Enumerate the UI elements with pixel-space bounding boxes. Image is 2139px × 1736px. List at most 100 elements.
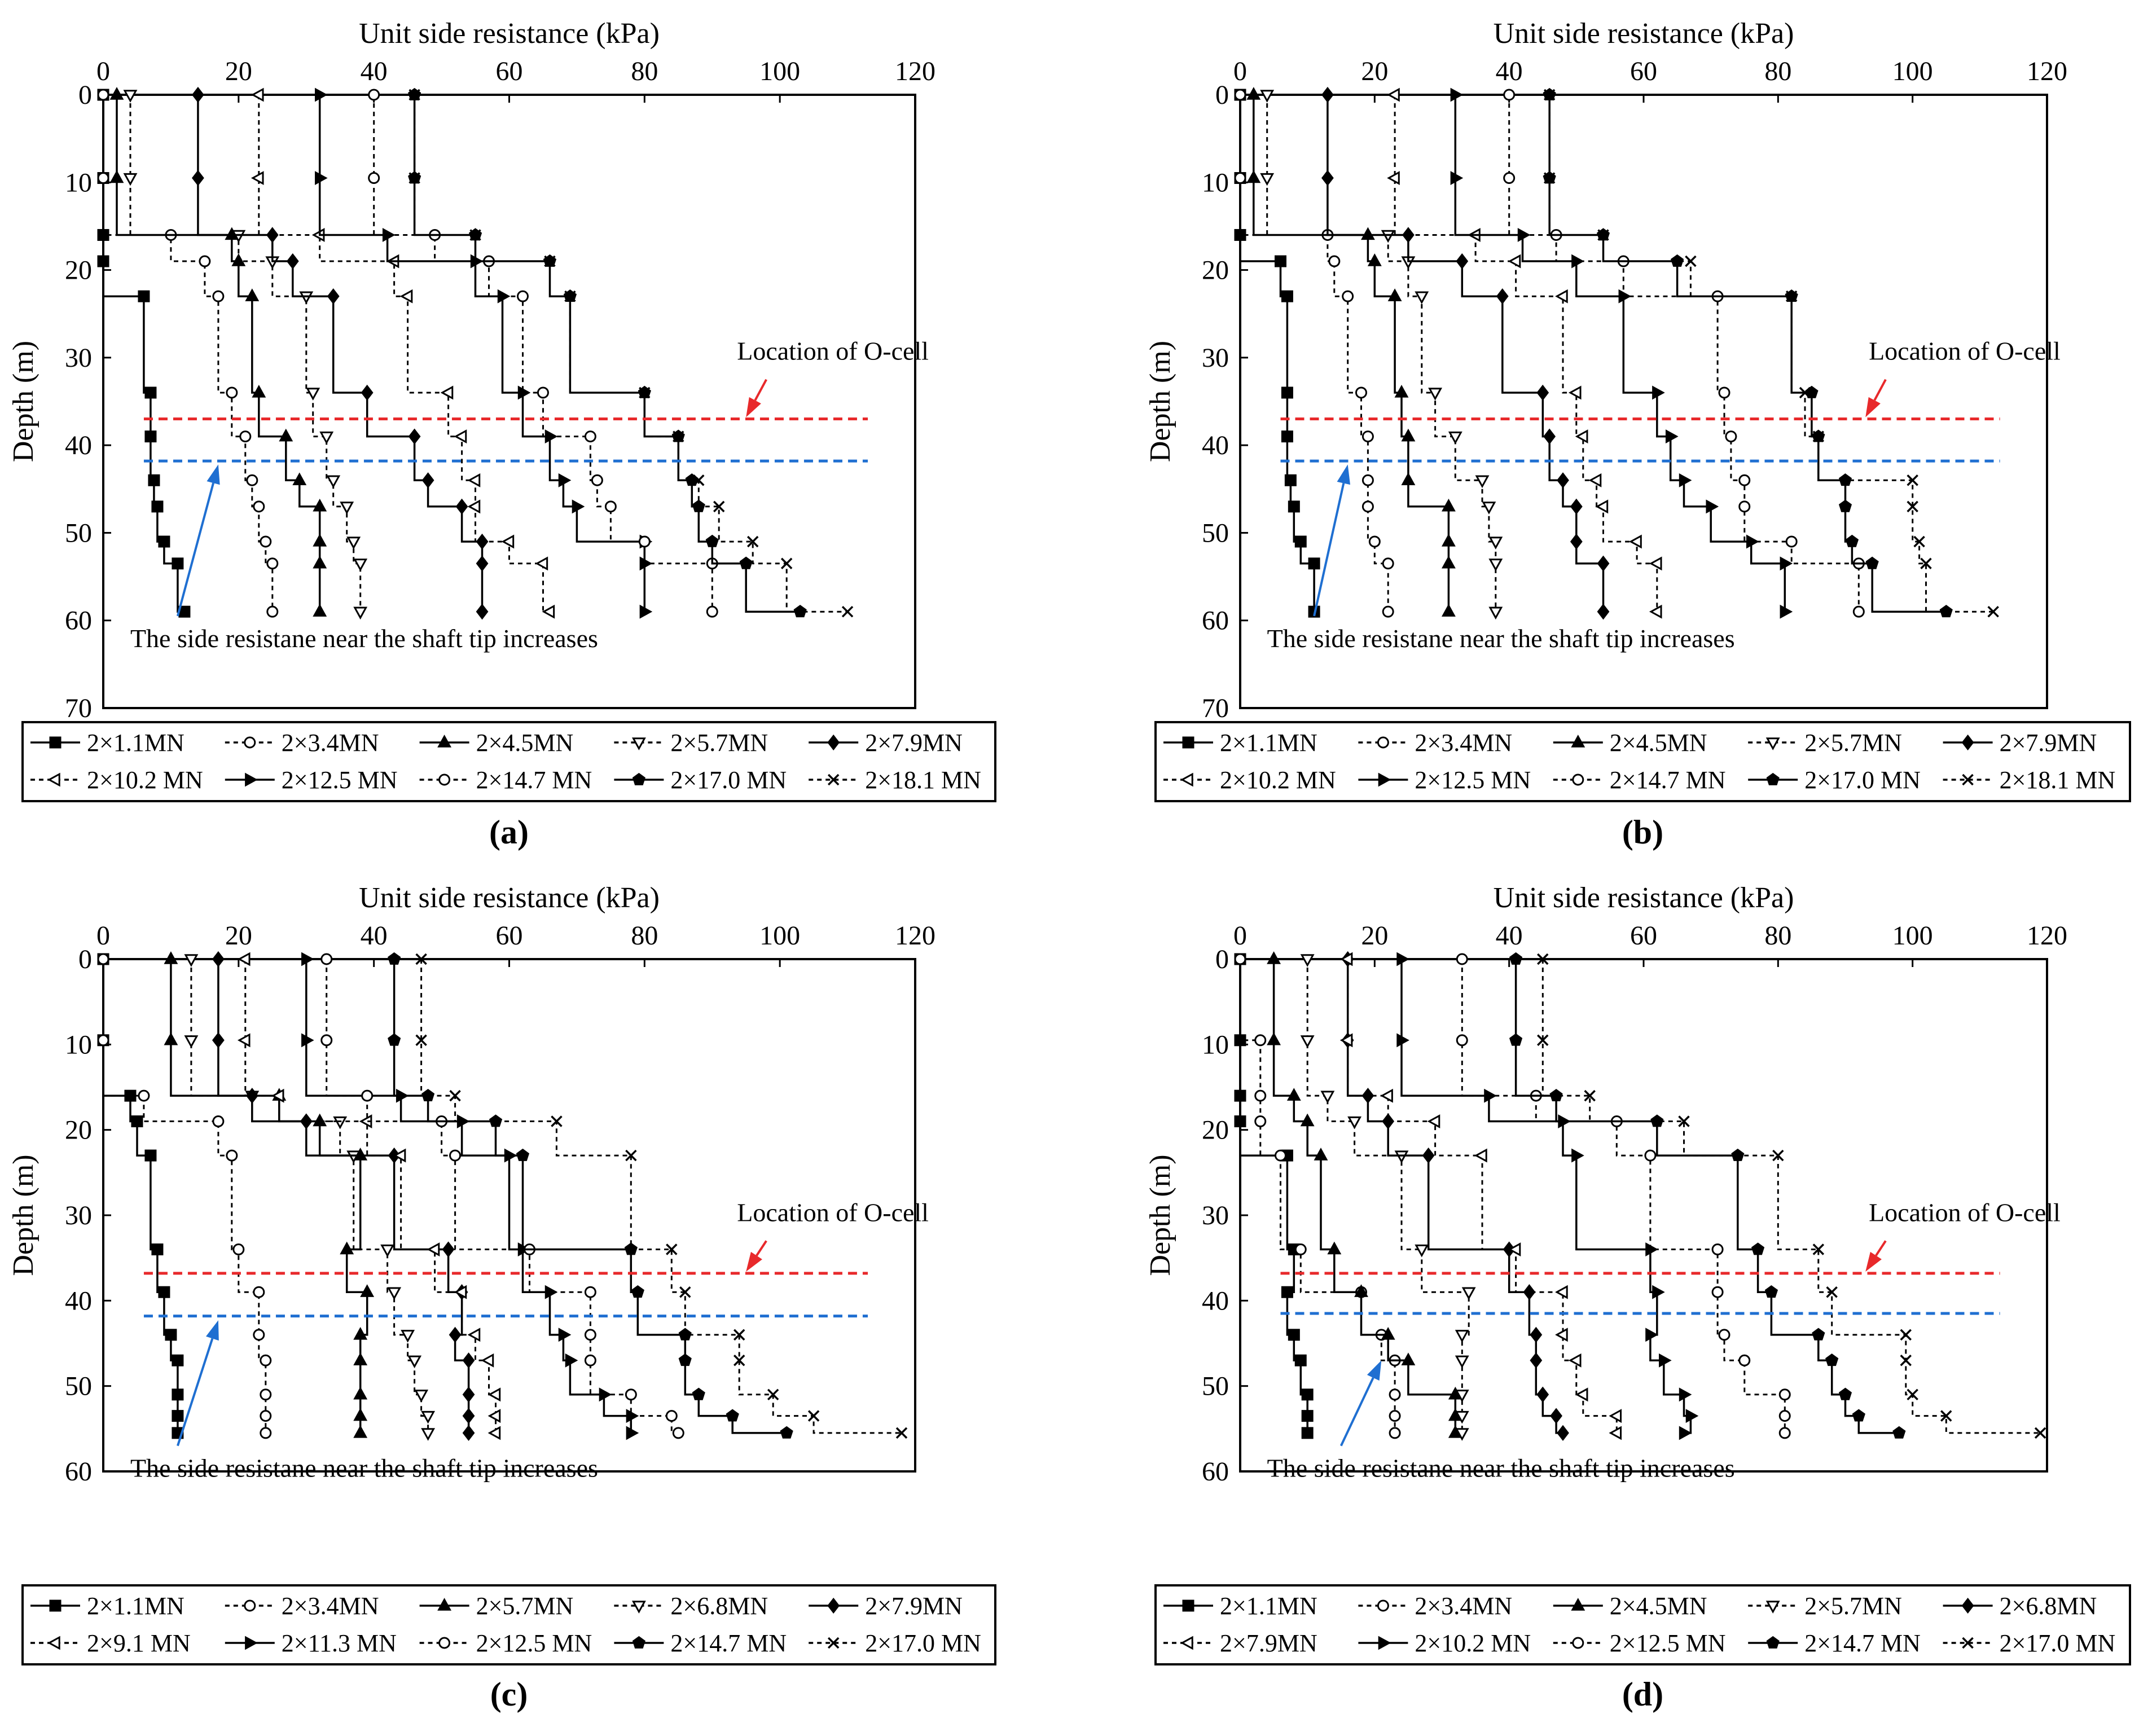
series-9 [1537, 953, 2046, 1439]
circle-marker [1234, 953, 1246, 965]
triangle-left-marker [427, 1242, 440, 1256]
x-tick-label: 80 [631, 921, 658, 951]
triangle-left-marker [1649, 556, 1662, 571]
triangle-down-marker [299, 291, 314, 305]
triangle-down-marker [346, 1150, 361, 1163]
x-marker [1920, 557, 1932, 570]
legend-label: 2×3.4MN [1415, 729, 1512, 757]
arrow-head [1367, 1360, 1382, 1381]
x-tick-label: 0 [96, 56, 110, 86]
ocell-annotation: Location of O-cell [737, 337, 929, 366]
ocell-arrow [1865, 379, 1887, 417]
triangle-up-marker [1246, 170, 1261, 183]
triangle-left-marker [1588, 473, 1602, 487]
x-marker-stroke [693, 474, 705, 486]
x-marker-stroke [1940, 1410, 1952, 1422]
square-marker [1281, 1286, 1293, 1298]
triangle-down-marker [401, 1330, 415, 1343]
series-line [1239, 959, 1396, 1433]
pentagon-marker [1845, 534, 1859, 547]
circle-marker [537, 386, 549, 399]
triangle-left-marker [467, 473, 481, 487]
series-line [305, 959, 633, 1433]
triangle-left-marker [47, 1636, 60, 1650]
diamond-marker [1570, 498, 1583, 515]
triangle-left-marker [1180, 772, 1193, 787]
legend-label: 2×7.9MN [2000, 729, 2097, 757]
legend-item: 2×5.7MN [1748, 1592, 1902, 1620]
circle-marker [1294, 1243, 1307, 1256]
pentagon-marker [1509, 1033, 1523, 1046]
legend: 2×1.1MN 2×3.4MN 2×4.5MN 2×5.7MN 2×7.9MN 2×10.… [1154, 721, 2131, 802]
series-1 [97, 953, 272, 1439]
pentagon-marker [726, 1409, 739, 1422]
legend-item: 2×3.4MN [1358, 1592, 1512, 1620]
legend-item: 2×3.4MN [225, 729, 379, 757]
series-1 [97, 89, 279, 618]
square-marker [144, 386, 157, 399]
diamond-marker [1523, 1284, 1536, 1300]
circle-marker [1382, 557, 1394, 570]
diamond-marker [327, 288, 340, 305]
ocell-annotation: Location of O-cell [737, 1198, 929, 1227]
x-marker-stroke [409, 89, 420, 101]
triangle-down-marker [1455, 1410, 1469, 1424]
tip-arrow [176, 464, 220, 617]
legend-label: 2×4.5MN [476, 729, 574, 757]
square-marker [1288, 1329, 1300, 1341]
triangle-up-marker [1246, 87, 1261, 100]
legend-label: 2×5.7MN [1804, 1592, 1902, 1620]
x-marker [1785, 290, 1798, 302]
series-line [102, 959, 179, 1433]
triangle-up-marker [1327, 1241, 1342, 1255]
circle-marker [226, 1149, 238, 1162]
legend-item: 2×14.7 MN [614, 1629, 787, 1657]
triangle-left-marker [1555, 1328, 1568, 1342]
x-tick-label: 40 [361, 921, 388, 951]
x-marker [544, 255, 556, 267]
triangle-left-marker [271, 1088, 284, 1103]
triangle-left-marker [487, 1387, 501, 1402]
diamond-marker [476, 555, 489, 572]
legend-item: 2×1.1MN [1163, 729, 1317, 757]
legend-label: 2×12.5 MN [1610, 1629, 1726, 1657]
diamond-marker [462, 1425, 475, 1441]
square-marker [1275, 255, 1286, 267]
circle-marker [1328, 255, 1341, 267]
square-marker [165, 1329, 177, 1341]
triangle-down-marker [1482, 502, 1496, 515]
legend-label: 2×10.2 MN [1220, 766, 1336, 794]
x-marker [827, 773, 840, 786]
diamond-marker [476, 604, 489, 620]
circle-marker [1361, 474, 1374, 486]
legend-item: 2×12.5 MN [419, 1629, 592, 1657]
legend-label: 2×6.8MN [670, 1592, 768, 1620]
y-tick-label: 30 [65, 343, 92, 373]
triangle-up-marker [109, 87, 124, 100]
circle-marker [361, 1089, 374, 1102]
legend-label: 2×1.1MN [1220, 729, 1317, 757]
triangle-right-marker [1645, 1242, 1658, 1256]
y-tick-label: 20 [65, 1115, 92, 1145]
legend-item: 2×14.7 MN [1748, 1629, 1921, 1657]
triangle-left-marker [1508, 1242, 1521, 1256]
triangle-up-marker [245, 288, 260, 301]
triangle-down-marker [1488, 606, 1503, 620]
triangle-up-marker [353, 1326, 368, 1340]
x-marker [1900, 1355, 1912, 1366]
series-1 [1234, 953, 1401, 1439]
y-tick-label: 10 [65, 168, 92, 197]
triangle-up-marker [164, 1032, 178, 1045]
square-marker [1182, 736, 1194, 749]
circle-marker [1389, 1410, 1401, 1422]
y-tick-label: 50 [65, 1372, 92, 1401]
series-5 [1387, 87, 1662, 619]
x-marker [767, 1388, 779, 1401]
triangle-up-marker [1401, 472, 1416, 485]
legend-item: 2×12.5 MN [1553, 1629, 1726, 1657]
circle-marker [1389, 1388, 1401, 1401]
triangle-right-marker [1780, 604, 1793, 619]
triangle-up-marker [1267, 951, 1281, 964]
series-8 [388, 952, 793, 1439]
triangle-right-marker [1396, 1033, 1409, 1048]
